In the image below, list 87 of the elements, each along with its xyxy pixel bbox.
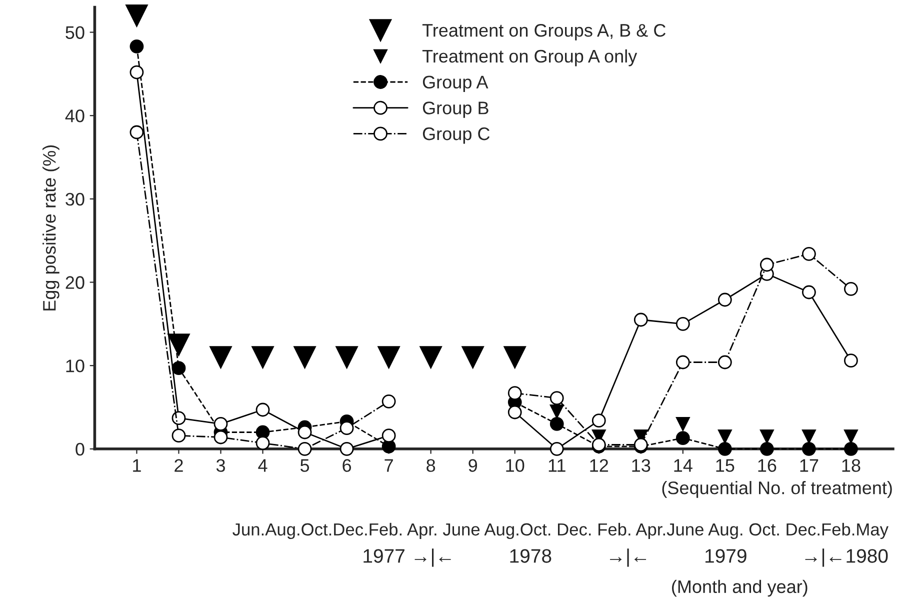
point [508,386,522,400]
point [844,429,858,444]
point [802,246,816,261]
point [550,404,564,418]
point [802,429,816,444]
legend-label: Group B [422,102,488,118]
point [760,258,774,272]
x-tick-label: 16 [758,459,776,472]
text: 1977 →|← 1978 →|← 1979 →|←1980 [364,548,888,567]
point [508,405,522,420]
point [378,346,400,368]
point [760,442,774,456]
point [844,354,858,368]
x-tick-label: 17 [800,459,818,472]
legend-label: Treatment on Groups A, B & C [422,24,666,40]
y-tick-label: 0 [76,442,84,456]
legend-label: Treatment on Group A only [422,49,638,66]
legend-label: Group C [422,127,490,144]
x-tick-label: 1 [133,459,141,472]
point [676,316,690,331]
point [844,282,858,296]
x-tick-label: 6 [342,459,352,472]
point [802,442,816,456]
point [340,442,354,456]
x-tick-label: 8 [426,459,436,472]
point [214,416,228,431]
point [718,442,732,456]
point [550,391,564,406]
x-tick-label: 7 [384,459,393,472]
point [634,312,648,327]
point [210,346,232,368]
y-axis-title: Egg positive rate (%) [42,145,60,310]
x-tick-label: 18 [842,459,860,472]
y-tick-label: 20 [66,276,84,289]
x-tick-label: 9 [468,459,478,472]
x-tick-label: 15 [716,459,734,472]
point [130,39,144,54]
point [172,361,186,376]
point [172,411,186,426]
point [760,429,774,444]
point [844,442,858,456]
x-tick-label: 5 [300,459,310,472]
point [298,442,312,456]
point [718,355,732,370]
point [504,346,526,368]
point [802,285,816,300]
x-axis-title: (Sequential No. of treatment) [662,481,892,498]
point [382,394,396,408]
point [130,125,144,140]
point [298,425,312,440]
point [336,346,358,368]
y-tick-label: 10 [66,360,84,372]
text: (Month and year) [672,580,808,597]
x-tick-label: 14 [674,459,692,472]
point [256,402,270,417]
legend-label: Group A [422,76,488,92]
point [256,436,270,450]
point [340,421,354,436]
point [382,428,396,443]
text: Jun.Aug.Oct.Dec.Feb. Apr. June Aug.Oct. Dec. Feb. Apr.June Aug. Oct. Dec.Feb.May [232,522,888,540]
point [168,334,190,356]
point [294,346,316,368]
x-tick-label: 4 [258,459,268,472]
point [550,416,564,431]
point [718,429,732,444]
x-tick-label: 11 [548,459,566,472]
point [214,430,228,444]
point [462,346,484,368]
point [126,4,148,27]
x-tick-label: 10 [506,459,524,472]
x-tick-label: 3 [216,459,225,472]
x-tick-label: 12 [590,459,608,472]
point [676,355,690,370]
point [592,414,606,428]
point [718,292,732,307]
point [676,416,690,431]
y-tick-label: 40 [65,110,84,122]
y-tick-label: 50 [66,26,84,39]
point [420,346,442,368]
x-tick-label: 13 [632,459,650,472]
point [172,428,186,443]
point [676,431,690,446]
point [252,346,274,368]
point [130,65,144,80]
point [550,442,564,456]
y-tick-label: 30 [66,192,84,206]
x-tick-label: 2 [174,459,183,472]
